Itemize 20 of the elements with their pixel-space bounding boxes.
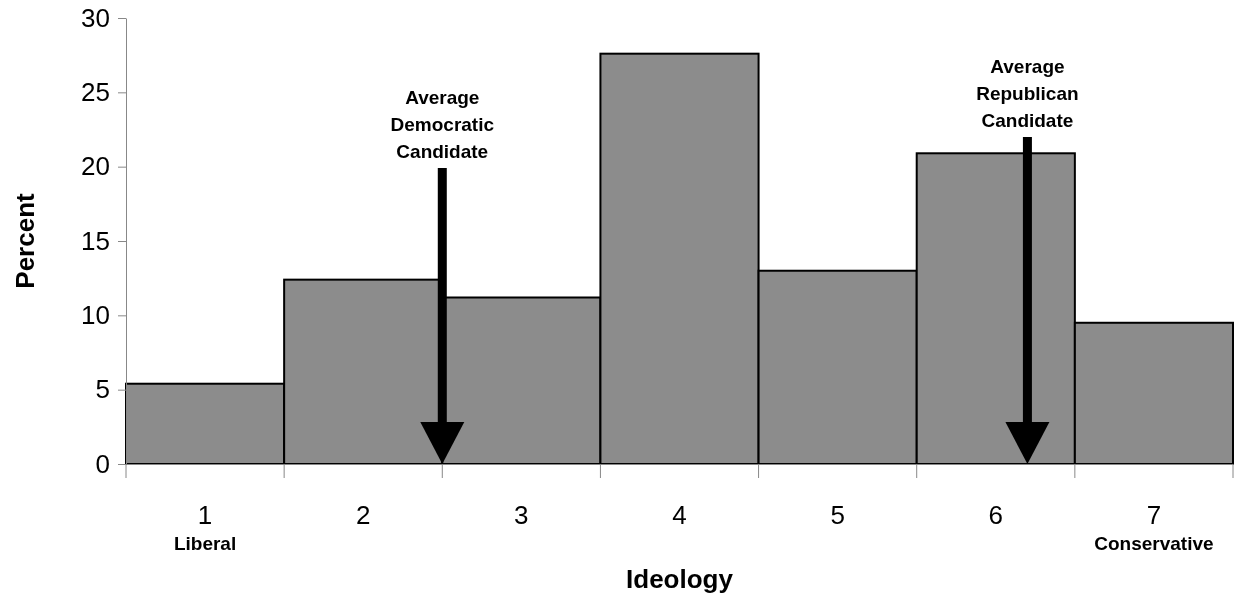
text: Conservative [1094,533,1214,554]
text: Liberal [173,533,237,554]
x-tick-label: 5 [830,500,845,531]
y-tick-label: 5 [95,374,110,405]
y-tick-label: 30 [81,2,110,33]
annotation: Average Democratic Candidate [390,87,495,162]
y-tick-label: 15 [81,225,110,256]
x-tick-label: 1 [197,500,213,531]
y-axis-title: Percent [10,192,40,289]
y-tick-label: 20 [81,151,110,182]
x-tick-label: 6 [988,500,1004,531]
x-tick-label: 2 [355,500,371,531]
x-tick-label: 4 [672,500,687,531]
y-tick-label: 25 [81,77,110,108]
x-tick-label: 3 [514,500,529,531]
y-tick-label: 10 [81,300,110,331]
x-axis-title: Ideology [626,564,734,594]
y-tick-label: 0 [95,448,110,479]
annotation: Average Republican Candidate [976,56,1079,131]
x-tick-label: 7 [1146,500,1162,531]
